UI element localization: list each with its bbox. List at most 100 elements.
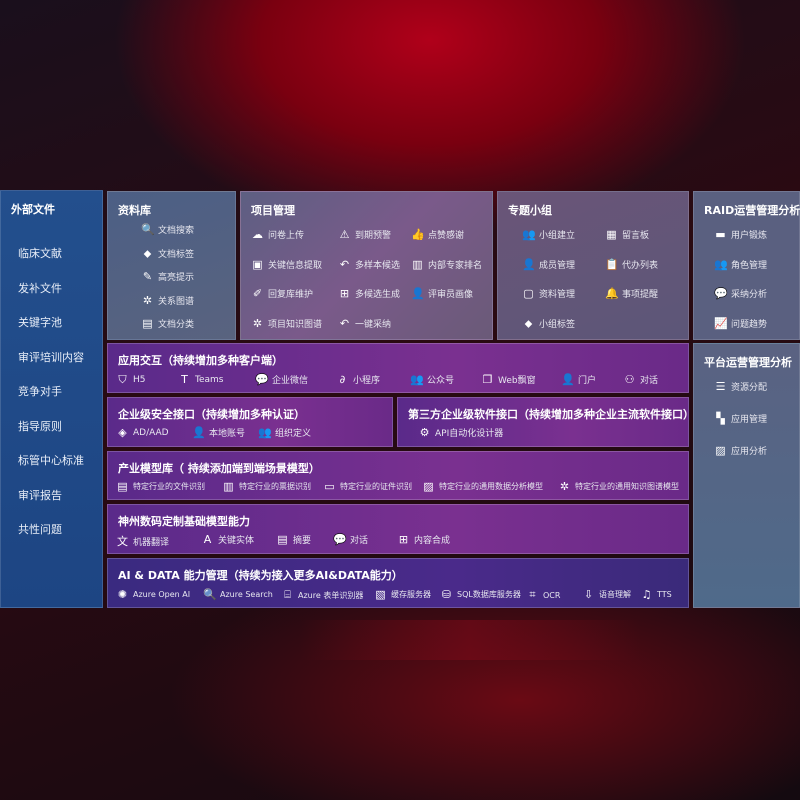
thumbs-up-icon: 👍 bbox=[411, 228, 425, 241]
feature-item[interactable]: ▤ 特定行业的文件识别 bbox=[116, 480, 205, 493]
feature-item[interactable]: 💬 采纳分析 bbox=[714, 287, 767, 300]
feature-label: 小组标签 bbox=[539, 320, 576, 330]
feature-item[interactable]: 💬 对话 bbox=[333, 533, 368, 546]
receipt-icon: ▥ bbox=[223, 480, 234, 493]
external-file-link[interactable]: 标管中心标准 bbox=[18, 454, 84, 467]
feature-item[interactable]: 👥 组织定义 bbox=[258, 426, 311, 439]
feature-item[interactable]: ⚇ 对话 bbox=[623, 373, 658, 386]
external-file-link[interactable]: 临床文献 bbox=[18, 247, 62, 260]
feature-label: 评审员画像 bbox=[428, 290, 474, 300]
feature-item[interactable]: ▥ 特定行业的票据识别 bbox=[222, 480, 311, 493]
feature-item[interactable]: ✲ 项目知识图谱 bbox=[251, 317, 322, 330]
feature-item[interactable]: A 关键实体 bbox=[201, 533, 254, 546]
feature-item[interactable]: ⚠ 到期预警 bbox=[338, 228, 391, 241]
external-file-link[interactable]: 审评培训内容 bbox=[18, 350, 84, 364]
feature-item[interactable]: ⌗ OCR bbox=[526, 588, 560, 602]
feature-item[interactable]: ♫ TTS bbox=[640, 588, 672, 601]
feature-item[interactable]: ▥ 内部专家排名 bbox=[411, 258, 482, 271]
panel-title: 第三方企业级软件接口（持续增加多种企业主流软件接口） bbox=[408, 408, 694, 421]
feature-item[interactable]: 👤 评审员画像 bbox=[411, 287, 473, 300]
feature-item[interactable]: 👍 点赞感谢 bbox=[411, 228, 464, 241]
feature-item[interactable]: 👤 门户 bbox=[561, 373, 596, 386]
mini-program-icon: ∂ bbox=[339, 373, 346, 386]
feature-item[interactable]: 👥 角色管理 bbox=[714, 258, 767, 271]
tts-icon: ♫ bbox=[641, 588, 652, 601]
feature-item[interactable]: ✲ 特定行业的通用知识图谱模型 bbox=[558, 480, 679, 493]
feature-label: 应用分析 bbox=[731, 447, 768, 457]
feature-item[interactable]: ⛉ H5 bbox=[116, 373, 145, 387]
local-account-icon: 👤 bbox=[192, 426, 206, 439]
external-file-link[interactable]: 审评报告 bbox=[18, 488, 62, 502]
feature-item[interactable]: 👤 成员管理 bbox=[522, 258, 575, 271]
feature-item[interactable]: ✎ 高亮提示 bbox=[141, 270, 194, 283]
external-file-link[interactable]: 竞争对手 bbox=[18, 385, 62, 398]
feature-item[interactable]: ▭ 特定行业的证件识别 bbox=[323, 480, 412, 493]
feature-item[interactable]: ▢ 资料管理 bbox=[522, 287, 575, 300]
panel-title: AI & DATA 能力管理（持续为接入更多AI&DATA能力） bbox=[118, 569, 403, 582]
feature-item[interactable]: ⊞ 多候选生成 bbox=[338, 287, 400, 300]
feature-item[interactable]: ▤ 摘要 bbox=[276, 533, 311, 546]
feature-item[interactable]: ✐ 回复库维护 bbox=[251, 287, 313, 300]
external-file-link[interactable]: 共性问题 bbox=[18, 523, 62, 536]
raid-analysis-panel: RAID运营管理分析 ▬ 用户锻炼 👥 角色管理 💬 采纳分析 📈 问题趋势 bbox=[693, 191, 800, 340]
external-file-link[interactable]: 指导原则 bbox=[18, 419, 62, 433]
search-icon: 🔍 bbox=[203, 588, 217, 601]
feature-item[interactable]: ▦ 留言板 bbox=[605, 228, 649, 241]
feature-item[interactable]: ▨ 特定行业的通用数据分析模型 bbox=[422, 480, 543, 493]
feature-item[interactable]: ∂ 小程序 bbox=[336, 373, 380, 386]
external-file-link[interactable]: 关键字池 bbox=[18, 316, 62, 329]
feature-label: 到期预警 bbox=[355, 231, 392, 241]
feature-item[interactable]: ▤ 文档分类 bbox=[141, 317, 194, 330]
panel-title: RAID运营管理分析 bbox=[704, 204, 800, 217]
feature-item[interactable]: ☁ 问卷上传 bbox=[251, 228, 304, 241]
feature-item[interactable]: ▣ 关键信息提取 bbox=[251, 258, 322, 271]
feature-item[interactable]: 👥 小组建立 bbox=[522, 228, 575, 241]
external-file-link[interactable]: 发补文件 bbox=[18, 281, 62, 295]
feature-label: 问卷上传 bbox=[268, 231, 305, 241]
feature-item[interactable]: 💬 企业微信 bbox=[255, 373, 308, 386]
feature-item[interactable]: T Teams bbox=[178, 373, 223, 386]
base-model-panel: 神州数码定制基础模型能力文机器翻译 A 关键实体 ▤ 摘要 💬 对话 ⊞ 内容合成 bbox=[107, 504, 689, 554]
feature-item[interactable]: 🔔 事项提醒 bbox=[605, 287, 658, 300]
feature-item[interactable]: 文机器翻译 bbox=[116, 533, 169, 549]
chat-icon: 💬 bbox=[333, 533, 347, 546]
feature-label: 资源分配 bbox=[731, 383, 768, 393]
feature-item[interactable]: ▬ 用户锻炼 bbox=[714, 228, 767, 241]
feature-item[interactable]: ▚ 应用管理 bbox=[714, 412, 767, 425]
chat-icon: ⚇ bbox=[624, 373, 635, 386]
id-card-icon: ▬ bbox=[715, 228, 726, 241]
chart-icon: ▨ bbox=[715, 444, 726, 457]
feature-item[interactable]: 📈 问题趋势 bbox=[714, 317, 767, 330]
external-files-panel: 外部文件 临床文献 发补文件 关键字池 审评培训内容 竞争对手 指导原则 标管中心标准 审评报… bbox=[0, 190, 103, 608]
feature-label: 回复库维护 bbox=[268, 290, 314, 300]
feature-item[interactable]: ⛁ SQL数据库服务器 bbox=[440, 588, 521, 601]
feature-item[interactable]: 🔍 Azure Search bbox=[203, 588, 273, 601]
feature-item[interactable]: ⌸ Azure 表单识别器 bbox=[281, 588, 363, 602]
feature-item[interactable]: ✺ Azure Open AI bbox=[116, 588, 190, 601]
feature-item[interactable]: 📋 代办列表 bbox=[605, 258, 658, 271]
users-icon: 👥 bbox=[410, 373, 424, 386]
feature-item[interactable]: ▨ 应用分析 bbox=[714, 444, 767, 457]
pen-icon: ✎ bbox=[142, 270, 153, 283]
feature-item[interactable]: ⬥ 小组标签 bbox=[522, 317, 575, 331]
feature-item[interactable]: ⚙ API自动化设计器 bbox=[418, 426, 504, 439]
feature-item[interactable]: ☰ 资源分配 bbox=[714, 380, 767, 393]
reply-icon: ↶ bbox=[339, 316, 350, 330]
sql-icon: ⛁ bbox=[441, 588, 452, 601]
feature-label: 代办列表 bbox=[622, 260, 659, 271]
feature-item[interactable]: 👥 公众号 bbox=[410, 373, 454, 386]
feature-item[interactable]: ✲ 关系图谱 bbox=[141, 294, 194, 307]
feature-item[interactable]: ↶ 一键采纳 bbox=[338, 317, 391, 330]
feature-item[interactable]: ❐ Web飘窗 bbox=[481, 373, 536, 386]
alarm-icon: ⚠ bbox=[339, 228, 350, 241]
edit-icon: ✐ bbox=[252, 287, 263, 300]
feature-item[interactable]: 👤 本地账号 bbox=[192, 426, 245, 439]
feature-item[interactable]: ↶ 多样本候选 bbox=[338, 258, 400, 271]
platform-analysis-panel: 平台运营管理分析 ☰ 资源分配 ▚ 应用管理 ▨ 应用分析 bbox=[693, 343, 800, 608]
feature-item[interactable]: ◈ AD/AAD bbox=[116, 426, 168, 439]
feature-item[interactable]: 🔍 文档搜索 bbox=[141, 223, 194, 236]
feature-item[interactable]: ⊞ 内容合成 bbox=[397, 533, 450, 546]
feature-item[interactable]: ⇩ 语音理解 bbox=[582, 588, 631, 601]
feature-item[interactable]: ▧ 缓存服务器 bbox=[374, 588, 431, 601]
feature-item[interactable]: ⬥ 文档标签 bbox=[141, 247, 194, 261]
